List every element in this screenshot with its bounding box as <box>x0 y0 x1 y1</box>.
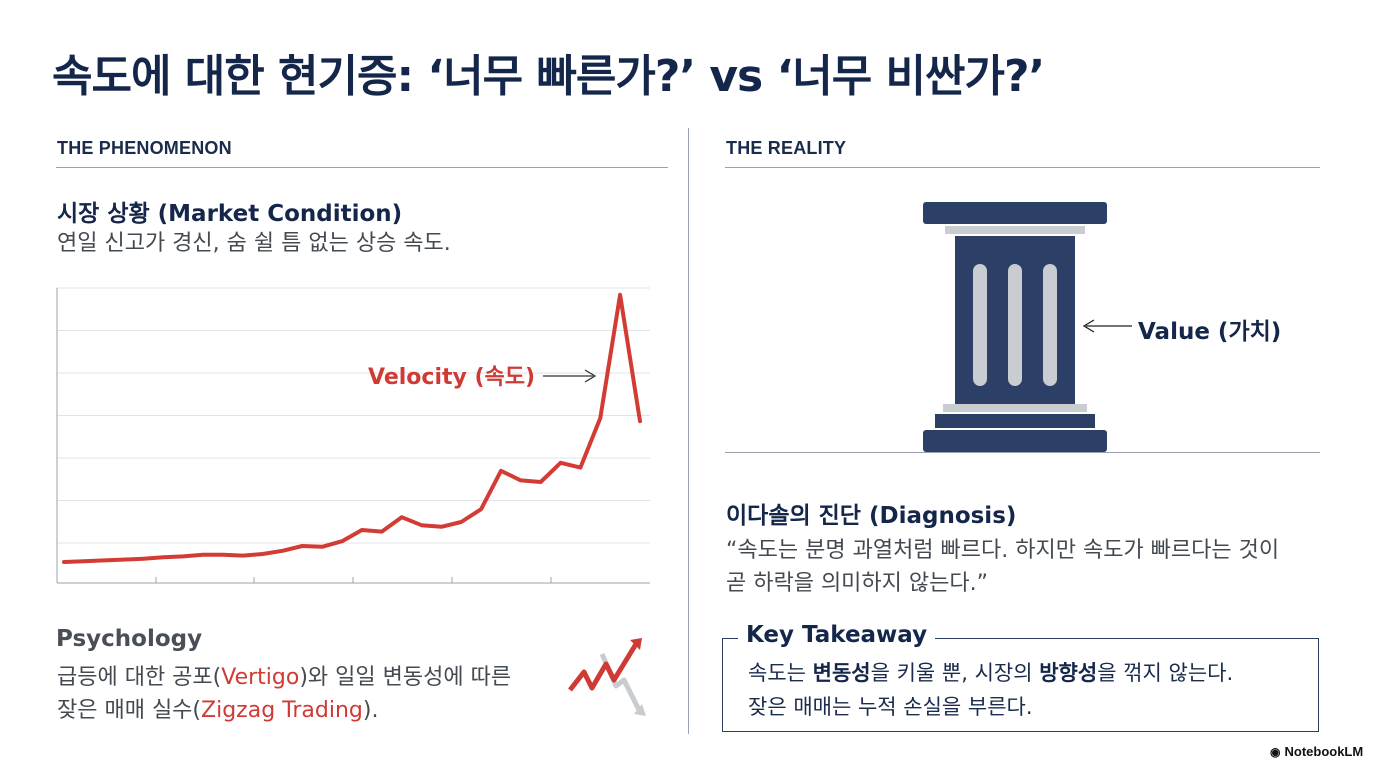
value-arrow <box>1082 319 1132 333</box>
value-label: Value (가치) <box>1138 319 1282 345</box>
takeaway-line-1: 속도는 변동성을 키울 뿐, 시장의 방향성을 꺾지 않는다. <box>748 661 1234 685</box>
section-rule-left <box>56 167 668 168</box>
velocity-arrow-head <box>584 369 597 383</box>
chart-gridlines <box>57 287 650 544</box>
psychology-line-1: 급등에 대한 공포(Vertigo)와 일일 변동성에 따른 <box>57 665 512 690</box>
diagnosis-line-1: “속도는 분명 과열처럼 빠르다. 하지만 속도가 빠르다는 것이 <box>726 538 1280 563</box>
diagnosis-heading: 이다솔의 진단 (Diagnosis) <box>726 503 1017 529</box>
section-rule-right <box>725 167 1320 168</box>
psychology-line-2: 잦은 매매 실수(Zigzag Trading). <box>57 698 379 723</box>
pillar-icon <box>923 202 1107 452</box>
key-takeaway-box <box>722 638 1319 732</box>
pillar-baseline <box>725 452 1320 453</box>
chart-x-ticks <box>155 577 552 583</box>
market-condition-text: 연일 신고가 경신, 숨 쉴 틈 없는 상승 속도. <box>57 231 451 256</box>
notebooklm-logo-icon: ◉ <box>1270 745 1281 759</box>
key-takeaway-title: Key Takeaway <box>738 622 936 648</box>
page-title: 속도에 대한 현기증: ‘너무 빠른가?’ vs ‘너무 비싼가?’ <box>52 51 1045 102</box>
velocity-chart: Velocity (속도) <box>56 287 650 584</box>
column-divider <box>688 128 689 734</box>
market-condition-heading: 시장 상황 (Market Condition) <box>57 201 403 227</box>
section-label-reality: THE REALITY <box>726 138 847 158</box>
velocity-label: Velocity (속도) <box>368 365 535 390</box>
velocity-series-line <box>62 292 642 564</box>
section-label-phenomenon: THE PHENOMENON <box>57 138 232 158</box>
key-takeaway-text: 속도는 변동성을 키울 뿐, 시장의 방향성을 꺾지 않는다. 잦은 매매는 누… <box>748 656 1233 724</box>
notebooklm-branding: ◉ NotebookLM <box>1270 744 1364 759</box>
diagnosis-line-2: 곧 하락을 의미하지 않는다.” <box>726 571 989 596</box>
psychology-heading: Psychology <box>56 626 203 652</box>
zigzag-trading-icon <box>568 638 646 716</box>
takeaway-line-2: 잦은 매매는 누적 손실을 부른다. <box>748 695 1033 719</box>
